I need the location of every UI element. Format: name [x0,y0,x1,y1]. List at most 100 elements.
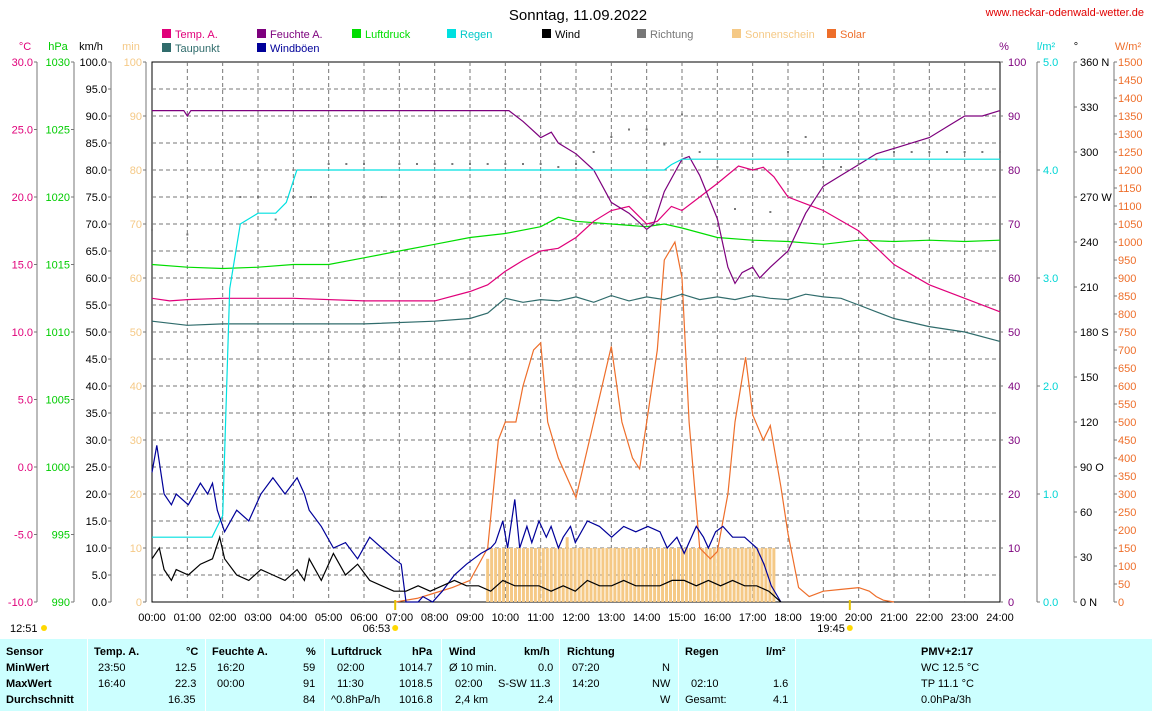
x-tick-label: 07:00 [386,612,414,624]
temp-tick-label: 20.0 [12,192,33,204]
direction-dot [840,166,842,168]
wind-max-time: 02:00 [455,678,483,690]
legend-label: Sonnenschein [745,29,815,41]
dewpoint-line [151,293,1001,342]
press-tick-label: 1020 [46,192,70,204]
direction-dot [751,241,754,243]
x-tick-label: 20:00 [845,612,873,624]
direction-dot [946,151,948,153]
direction-dot [380,196,383,198]
direction-dot [469,163,471,165]
sunshine-bar [629,548,633,602]
direction-dot [416,163,418,165]
sunshine-bar [760,548,764,602]
solar-tick-label: 1250 [1118,147,1142,159]
dir-tick-label: 180 S [1080,327,1109,339]
sunshine-bar [506,548,510,602]
rain-tick-label: 2.0 [1043,381,1058,393]
wind-tick-label: 60.0 [86,273,107,285]
hum-avg-value: 84 [303,694,316,706]
wind-tick-label: 25.0 [86,462,107,474]
solar-tick-label: 0 [1118,597,1124,609]
table-divider [324,639,325,711]
weather-chart: 00:00 01:00 02:00 03:00 04:00 05:00 06:00 07:00… [8,7,1144,635]
hum-tick-label: 80 [1008,165,1020,177]
direction-dot [345,163,348,165]
solar-tick-label: 300 [1118,489,1136,501]
humidity-line [152,110,1001,285]
rain-axis-unit: l/m² [1037,41,1056,53]
direction-dot [893,151,895,153]
temp-header: Temp. A. [94,646,140,658]
temp-tick-label: 25.0 [12,125,33,137]
x-tick-label: 02:00 [209,612,237,624]
legend-label: Temp. A. [175,29,218,41]
temp-avg-value: 16.35 [168,694,196,706]
wind-tick-label: 80.0 [86,165,107,177]
direction-dot [981,151,984,153]
solar-tick-label: 800 [1118,309,1136,321]
sunshine-bar [513,548,517,602]
direction-dot [910,151,913,153]
direction-dot [857,163,860,165]
wind-tick-label: 10.0 [86,543,107,555]
x-tick-label: 19:00 [810,612,838,624]
solar-tick-label: 350 [1118,471,1136,483]
temp-max-time: 16:40 [98,678,126,690]
x-tick-label: 24:00 [986,612,1014,624]
wind-tick-label: 100.0 [79,57,107,69]
chart-title: Sonntag, 11.09.2022 [509,7,647,24]
direction-dot [787,151,789,153]
solar-tick-label: 1100 [1118,201,1142,213]
solar-tick-label: 450 [1118,435,1136,447]
pressure-trend-value: 0.0hPa/3h [921,694,972,706]
dir-tick-label: 120 [1080,417,1098,429]
sunshine-bar [696,548,700,602]
direction-dot [999,151,1001,153]
direction-dot [539,163,542,165]
direction-dot [928,151,931,153]
wind-tick-label: 15.0 [86,516,107,528]
legend-swatch [162,29,171,38]
temp-tick-label: 30.0 [12,57,33,69]
temp-min-time: 23:50 [98,662,126,674]
press-min-value: 1014.7 [399,662,433,674]
legend-label: Taupunkt [175,43,220,55]
press-tick-label: 1000 [46,462,70,474]
solar-tick-label: 900 [1118,273,1136,285]
hum-axis-unit: % [999,41,1009,53]
hum-tick-label: 60 [1008,273,1020,285]
hum-tick-label: 100 [1008,57,1026,69]
x-tick-label: 00:00 [138,612,166,624]
legend-label: Regen [460,29,492,41]
sunshine-bar [510,548,514,602]
wind-tick-label: 50.0 [86,327,107,339]
direction-dot [769,211,772,213]
sunshine-bar [700,548,704,602]
press-tick-label: 995 [52,530,70,542]
sunrise-sun-icon [392,625,399,631]
solar-tick-label: 1350 [1118,111,1142,123]
hum-tick-label: 0 [1008,597,1014,609]
sunmin-tick-label: 10 [130,543,142,555]
temp-min-value: 12.5 [175,662,197,674]
source-url: www.neckar-odenwald-wetter.de [985,7,1144,19]
sunshine-bar [665,548,669,602]
statistics-table [0,639,1152,711]
direction-dot [186,233,189,236]
x-tick-label: 21:00 [880,612,908,624]
wind-header: Wind [449,646,476,658]
wind-unit: km/h [524,646,550,658]
solar-tick-label: 1400 [1118,93,1142,105]
wind-tick-label: 20.0 [86,489,107,501]
solar-tick-label: 550 [1118,399,1136,411]
legend-label: Feuchte A. [270,29,323,41]
rain-tick-label: 1.0 [1043,489,1058,501]
sunshine-bar [669,548,673,602]
sunshine-bar [708,548,712,602]
wind-tick-label: 75.0 [86,192,107,204]
sensor-header: Sensor [6,646,44,658]
wind-tick-label: 55.0 [86,300,107,312]
sunshine-bar [517,548,521,602]
wind-min-value: 0.0 [538,662,554,674]
